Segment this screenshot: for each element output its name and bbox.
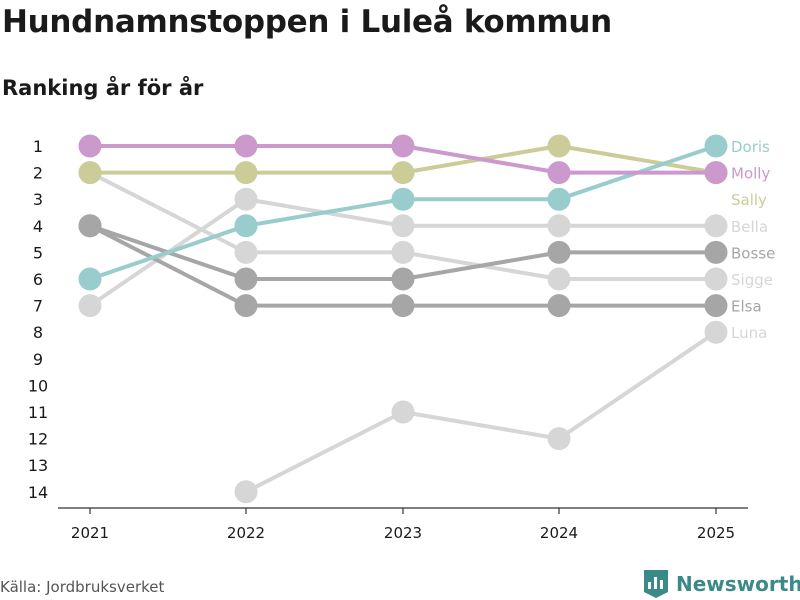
y-tick-label-10: 10 [28, 376, 48, 395]
end-label-elsa: Elsa [731, 298, 762, 316]
y-tick-label-14: 14 [28, 483, 48, 502]
point-luna-2024 [547, 427, 571, 451]
point-sally-2021 [78, 161, 102, 185]
point-sally-2023 [391, 161, 415, 185]
point-luna-2023 [391, 400, 415, 424]
y-tick-label-4: 4 [33, 217, 43, 236]
end-label-sigge: Sigge [731, 271, 773, 289]
point-sigge-2022 [234, 240, 258, 264]
point-doris-2024 [547, 187, 571, 211]
point-elsa-2025 [704, 294, 728, 318]
point-elsa-2024 [547, 294, 571, 318]
point-doris-2025 [704, 134, 728, 158]
x-tick-label-2021: 2021 [71, 524, 109, 542]
point-elsa-2022 [234, 294, 258, 318]
point-molly-2021 [78, 134, 102, 158]
point-bella-2022 [234, 187, 258, 211]
point-sally-2024 [547, 134, 571, 158]
y-tick-label-13: 13 [28, 456, 48, 475]
x-tick-label-2024: 2024 [540, 524, 578, 542]
point-elsa-2023 [391, 294, 415, 318]
series-line-luna [244, 330, 718, 494]
end-label-bella: Bella [731, 218, 768, 236]
point-molly-2022 [234, 134, 258, 158]
y-tick-label-8: 8 [33, 323, 43, 342]
y-tick-label-5: 5 [33, 243, 43, 262]
point-luna-2025 [704, 320, 728, 344]
y-tick-label-12: 12 [28, 430, 48, 449]
point-bosse-2021 [78, 214, 102, 238]
x-tick-label-2025: 2025 [697, 524, 735, 542]
point-doris-2021 [78, 267, 102, 291]
y-tick-label-9: 9 [33, 350, 43, 369]
chart-subtitle: Ranking år för år [2, 76, 204, 100]
y-tick-label-11: 11 [28, 403, 48, 422]
brand-logo: Newsworthy [644, 570, 800, 598]
point-sigge-2025 [704, 267, 728, 291]
y-tick-label-7: 7 [33, 297, 43, 316]
point-sigge-2023 [391, 240, 415, 264]
y-tick-label-3: 3 [33, 190, 43, 209]
point-luna-2022 [234, 480, 258, 504]
point-bella-2024 [547, 214, 571, 238]
end-label-doris: Doris [731, 138, 770, 156]
x-tick-label-2023: 2023 [384, 524, 422, 542]
chart-title: Hundnamnstoppen i Luleå kommun [2, 4, 612, 40]
series-line-elsa [88, 223, 718, 308]
point-bosse-2023 [391, 267, 415, 291]
point-bosse-2022 [234, 267, 258, 291]
y-tick-label-6: 6 [33, 270, 43, 289]
end-label-sally: Sally [731, 191, 767, 209]
point-bosse-2025 [704, 240, 728, 264]
point-molly-2023 [391, 134, 415, 158]
point-bosse-2024 [547, 240, 571, 264]
newsworthy-logo-icon [644, 570, 668, 598]
point-doris-2022 [234, 214, 258, 238]
end-label-luna: Luna [731, 324, 767, 342]
y-tick-label-2: 2 [33, 164, 43, 183]
point-molly-2025 [704, 161, 728, 185]
point-sally-2022 [234, 161, 258, 185]
point-bella-2025 [704, 214, 728, 238]
point-bella-2021 [78, 294, 102, 318]
point-sigge-2024 [547, 267, 571, 291]
end-label-bosse: Bosse [731, 244, 775, 262]
end-label-molly: Molly [731, 165, 770, 183]
x-tick-label-2022: 2022 [227, 524, 265, 542]
brand-name: Newsworthy [676, 572, 800, 596]
source-note: Källa: Jordbruksverket [0, 578, 165, 596]
point-molly-2024 [547, 161, 571, 185]
point-doris-2023 [391, 187, 415, 211]
y-tick-label-1: 1 [33, 137, 43, 156]
point-bella-2023 [391, 214, 415, 238]
